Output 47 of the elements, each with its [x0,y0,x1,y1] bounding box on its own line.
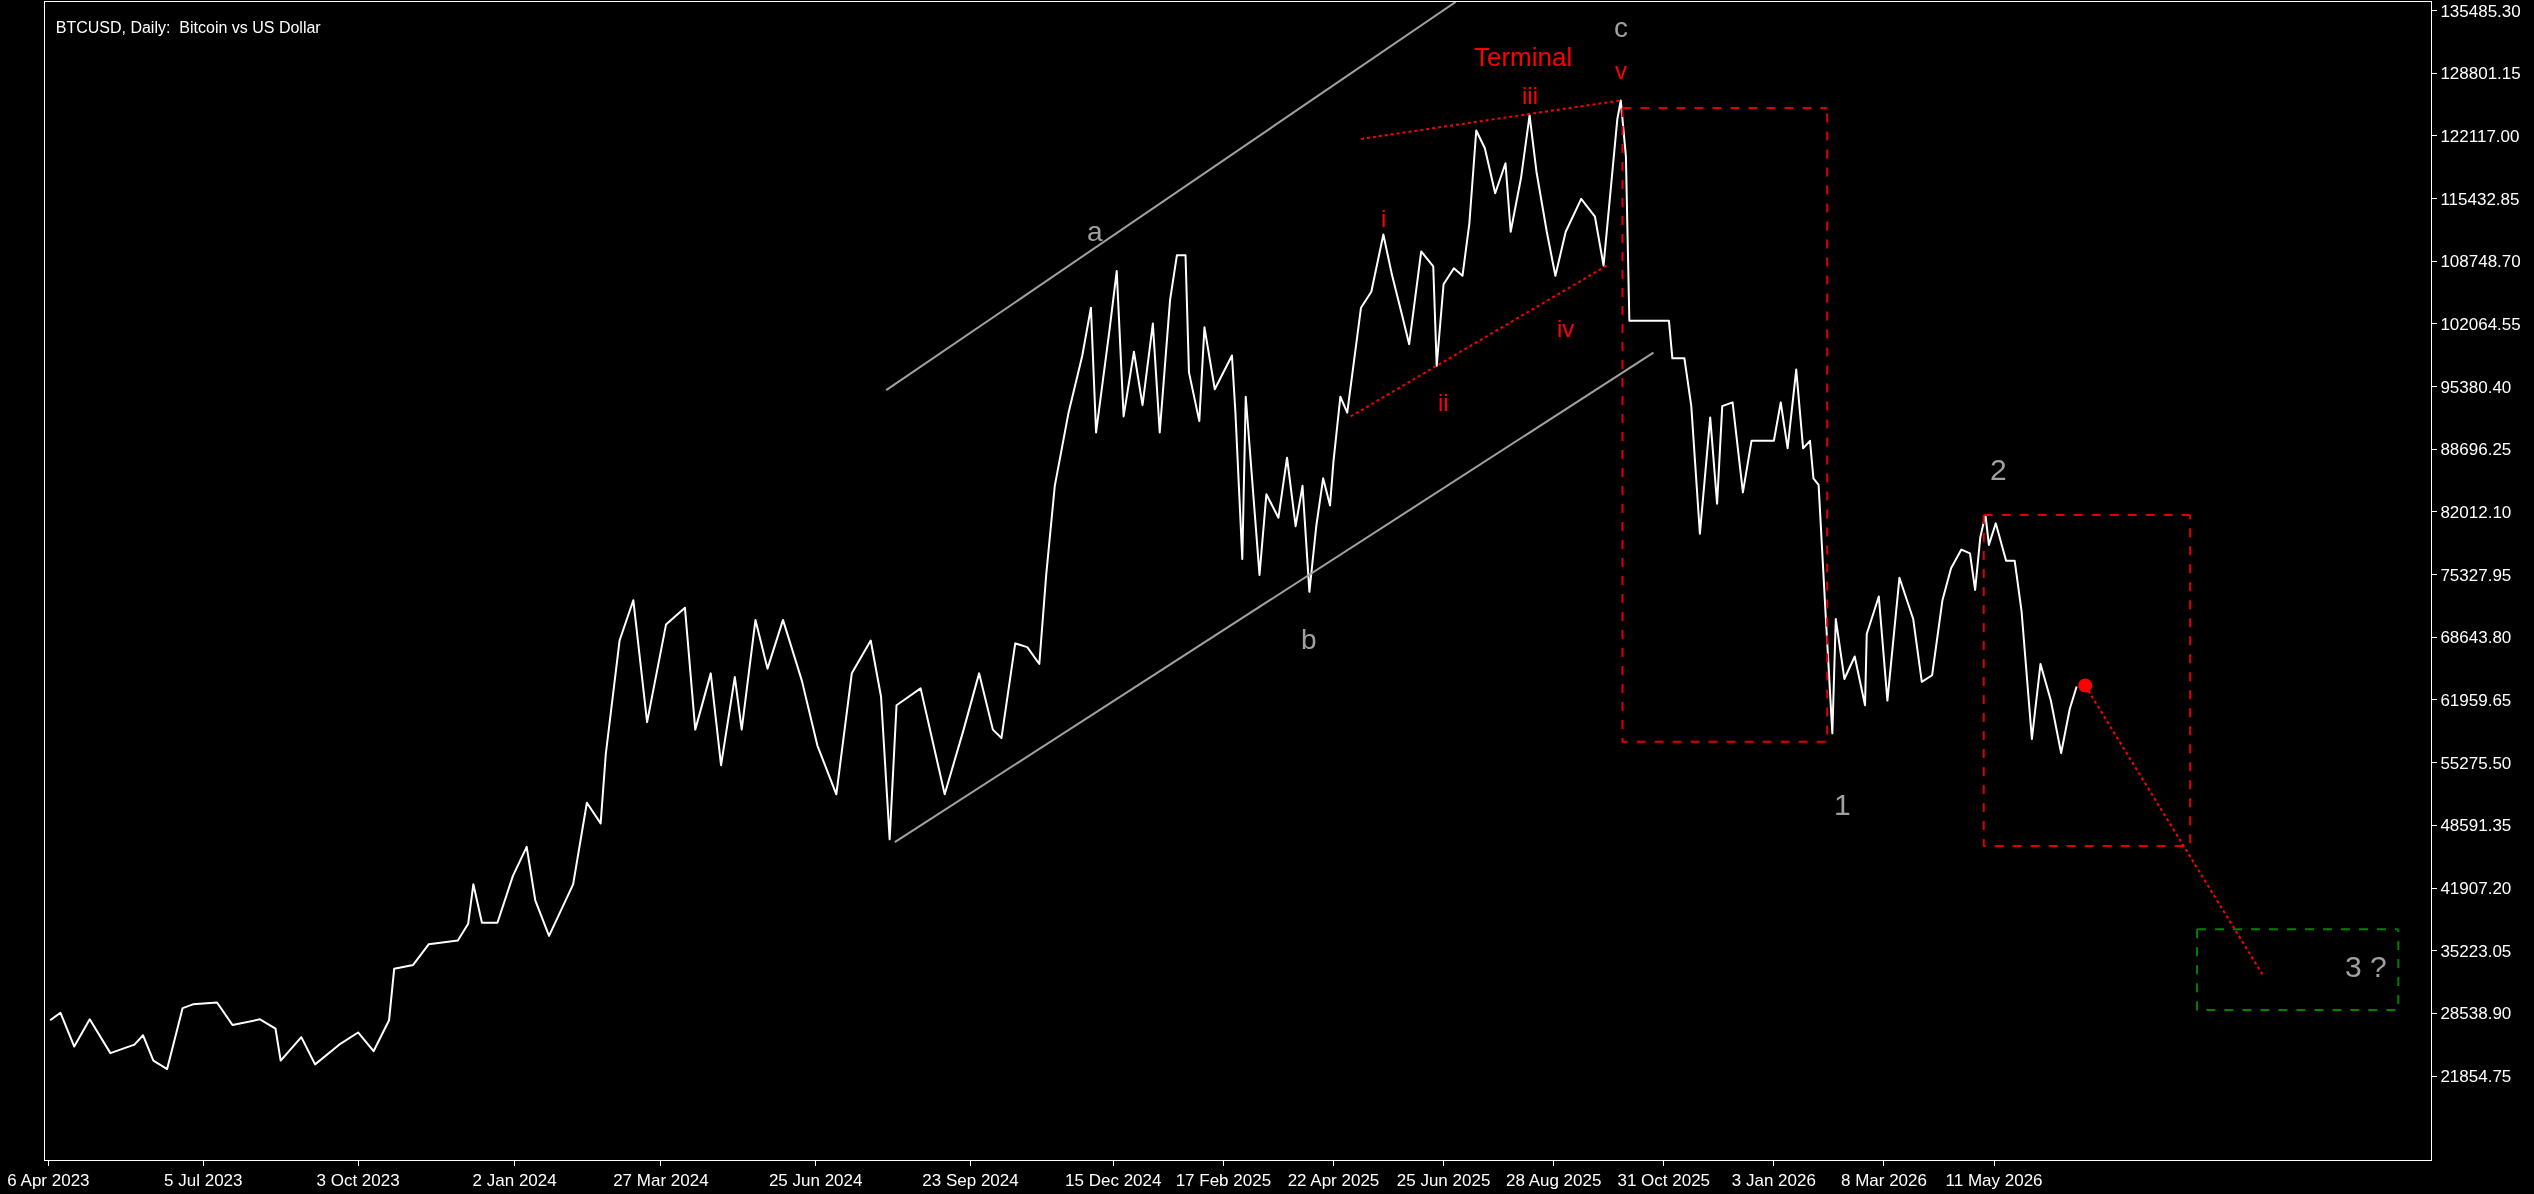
x-tick-label: 5 Jul 2023 [164,1171,243,1191]
annotation: iv [1557,315,1575,342]
y-tick-label: 41907.20 [2440,878,2512,898]
annotation: 3 ? [2345,950,2387,983]
y-tick-label: 35223.05 [2440,941,2512,961]
y-tick-label: 102064.55 [2440,314,2521,334]
text: BTCUSD, Daily: Bitcoin vs US Dollar [55,18,322,36]
x-tick-label: 3 Jan 2026 [1731,1171,1816,1191]
x-tick-label: 6 Apr 2023 [7,1171,90,1191]
x-tick-label: 28 Aug 2025 [1505,1171,1602,1191]
y-tick-label: 135485.30 [2440,1,2521,21]
y-tick-label: 82012.10 [2440,502,2512,522]
y-tick-label: 108748.70 [2440,252,2521,272]
annotation: b [1301,624,1317,655]
x-tick-label: 25 Jun 2024 [768,1171,863,1191]
x-tick-label: 22 Apr 2025 [1287,1171,1380,1191]
y-tick-label: 28538.90 [2440,1004,2512,1024]
y-tick-label: 128801.15 [2440,64,2521,84]
annotation: v [1615,57,1627,84]
x-tick-label: 11 May 2026 [1945,1171,2043,1191]
annotation: 1 [1834,788,1851,821]
y-tick-label: 61959.65 [2440,690,2512,710]
x-tick-label: 31 Oct 2025 [1617,1171,1711,1191]
annotation: c [1614,12,1628,43]
y-tick-label: 95380.40 [2440,377,2512,397]
annotation: a [1087,216,1103,247]
x-tick-label: 3 Oct 2023 [316,1171,400,1191]
annotation: ii [1438,389,1449,416]
y-tick-label: 48591.35 [2440,816,2512,836]
y-tick-label: 115432.85 [2440,189,2520,209]
x-tick-label: 27 Mar 2024 [613,1171,709,1191]
y-tick-label: 68643.80 [2440,628,2512,648]
x-tick-label: 15 Dec 2024 [1065,1171,1162,1191]
annotation: i [1381,205,1387,232]
x-tick-label: 2 Jan 2024 [472,1171,557,1191]
y-tick-label: 21854.75 [2440,1066,2512,1086]
x-tick-label: 17 Feb 2025 [1175,1171,1272,1191]
y-tick-label: 88696.25 [2440,440,2512,460]
annotation: iii [1522,82,1538,109]
y-tick-label: 122117.00 [2440,126,2520,146]
x-tick-label: 8 Mar 2026 [1840,1171,1927,1191]
x-tick-label: 23 Sep 2024 [922,1171,1019,1191]
annotation: 2 [1990,453,2007,486]
y-tick-label: 55275.50 [2440,753,2512,773]
annotation: Terminal [1474,42,1573,72]
y-tick-label: 75327.95 [2440,565,2512,585]
x-tick-label: 25 Jun 2025 [1396,1171,1491,1191]
